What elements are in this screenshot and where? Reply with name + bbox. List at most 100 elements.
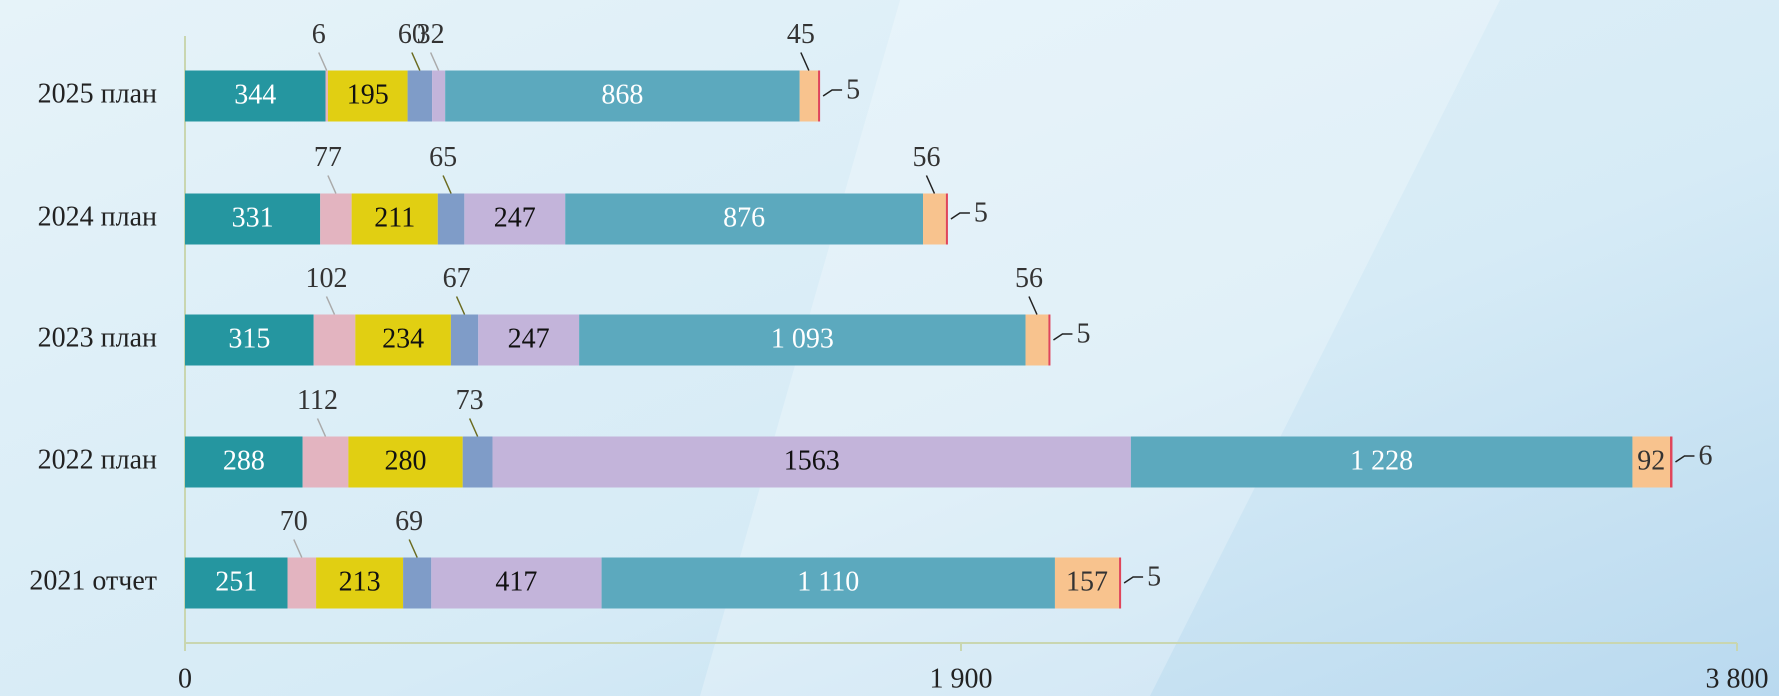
bar-segment xyxy=(492,436,1131,488)
leader-line xyxy=(1675,455,1695,463)
bar-segment xyxy=(348,436,463,488)
data-label: 344 xyxy=(234,79,276,110)
data-label: 5 xyxy=(1147,561,1161,592)
data-label: 77 xyxy=(314,142,342,173)
data-label: 6 xyxy=(1698,440,1712,471)
background-shape xyxy=(700,0,1500,696)
leader-line xyxy=(1028,296,1038,315)
data-label: 5 xyxy=(974,197,988,228)
bar-segment xyxy=(464,193,566,245)
leader-line xyxy=(925,175,936,194)
data-label: 251 xyxy=(215,566,257,597)
leader-line xyxy=(408,539,418,558)
bar-segment xyxy=(325,70,328,122)
data-label: 6 xyxy=(312,19,326,50)
data-label: 157 xyxy=(1066,566,1108,597)
leader-line xyxy=(316,418,327,437)
bar-segment xyxy=(799,70,819,122)
bar-segment xyxy=(818,70,821,122)
bar-segment xyxy=(185,557,288,609)
data-label: 112 xyxy=(297,385,338,416)
bar-segment xyxy=(565,193,924,245)
data-label: 288 xyxy=(223,445,265,476)
data-label: 56 xyxy=(1015,263,1043,294)
leader-line xyxy=(468,418,479,437)
leader-line xyxy=(455,296,466,315)
leader-line xyxy=(800,52,810,71)
data-label: 56 xyxy=(912,142,940,173)
bar-segment xyxy=(1054,557,1120,609)
bar-segment xyxy=(1119,557,1122,609)
bar-segment xyxy=(407,70,433,122)
bar-segment xyxy=(478,314,580,366)
bar-segment xyxy=(923,193,946,245)
data-label: 65 xyxy=(429,142,457,173)
bar-segment xyxy=(431,557,602,609)
data-label: 213 xyxy=(339,566,381,597)
bar-segment xyxy=(327,70,408,122)
category-label: 2022 план xyxy=(38,444,157,475)
bar-segment xyxy=(1670,436,1673,488)
data-label: 868 xyxy=(601,79,643,110)
leader-line xyxy=(1123,576,1144,584)
data-label: 102 xyxy=(305,263,347,294)
bar-segment xyxy=(945,193,948,245)
data-label: 876 xyxy=(723,202,765,233)
leader-line xyxy=(318,52,328,71)
bar-segment xyxy=(287,557,317,609)
data-label: 5 xyxy=(846,74,860,105)
data-label: 247 xyxy=(494,202,536,233)
leader-line xyxy=(429,52,440,71)
data-label: 70 xyxy=(280,506,308,537)
data-label: 45 xyxy=(787,19,815,50)
data-label: 32 xyxy=(417,19,445,50)
category-label: 2025 план xyxy=(38,78,157,109)
bar-segment xyxy=(432,70,446,122)
data-label: 67 xyxy=(443,263,471,294)
leader-line xyxy=(293,539,303,558)
bar-segment xyxy=(185,70,326,122)
x-tick-label: 1 900 xyxy=(930,663,993,694)
bar-segment xyxy=(450,314,479,366)
bar-segment xyxy=(579,314,1026,366)
bar-segment xyxy=(601,557,1055,609)
data-label: 211 xyxy=(374,202,415,233)
x-tick-label: 0 xyxy=(178,663,192,694)
category-label: 2021 отчет xyxy=(29,565,157,596)
bar-segment xyxy=(316,557,404,609)
data-label: 5 xyxy=(1076,318,1090,349)
data-label: 92 xyxy=(1637,445,1665,476)
bar-segment xyxy=(403,557,432,609)
bar-segment xyxy=(351,193,438,245)
leader-line xyxy=(442,175,452,194)
category-label: 2023 план xyxy=(38,322,157,353)
bar-segment xyxy=(1025,314,1049,366)
bar-segment xyxy=(313,314,356,366)
data-label: 234 xyxy=(382,323,424,354)
data-label: 331 xyxy=(232,202,274,233)
data-label: 417 xyxy=(495,566,537,597)
leader-line xyxy=(411,52,421,71)
leader-line xyxy=(327,175,337,194)
bar-segment xyxy=(445,70,800,122)
data-label: 315 xyxy=(228,323,270,354)
bar-segment xyxy=(355,314,451,366)
bar-segment xyxy=(1130,436,1633,488)
data-label: 1563 xyxy=(784,445,840,476)
bar-segment xyxy=(320,193,352,245)
bar-segment xyxy=(185,436,303,488)
data-label: 1 110 xyxy=(797,566,859,597)
data-label: 73 xyxy=(456,385,484,416)
leader-line xyxy=(325,296,336,315)
bar-segment xyxy=(302,436,349,488)
category-label: 2024 план xyxy=(38,201,157,232)
leader-line xyxy=(1053,333,1073,341)
data-label: 1 228 xyxy=(1350,445,1413,476)
bar-segment xyxy=(1048,314,1051,366)
data-label: 69 xyxy=(395,506,423,537)
bar-segment xyxy=(462,436,493,488)
data-label: 247 xyxy=(508,323,550,354)
leader-line xyxy=(950,212,970,220)
